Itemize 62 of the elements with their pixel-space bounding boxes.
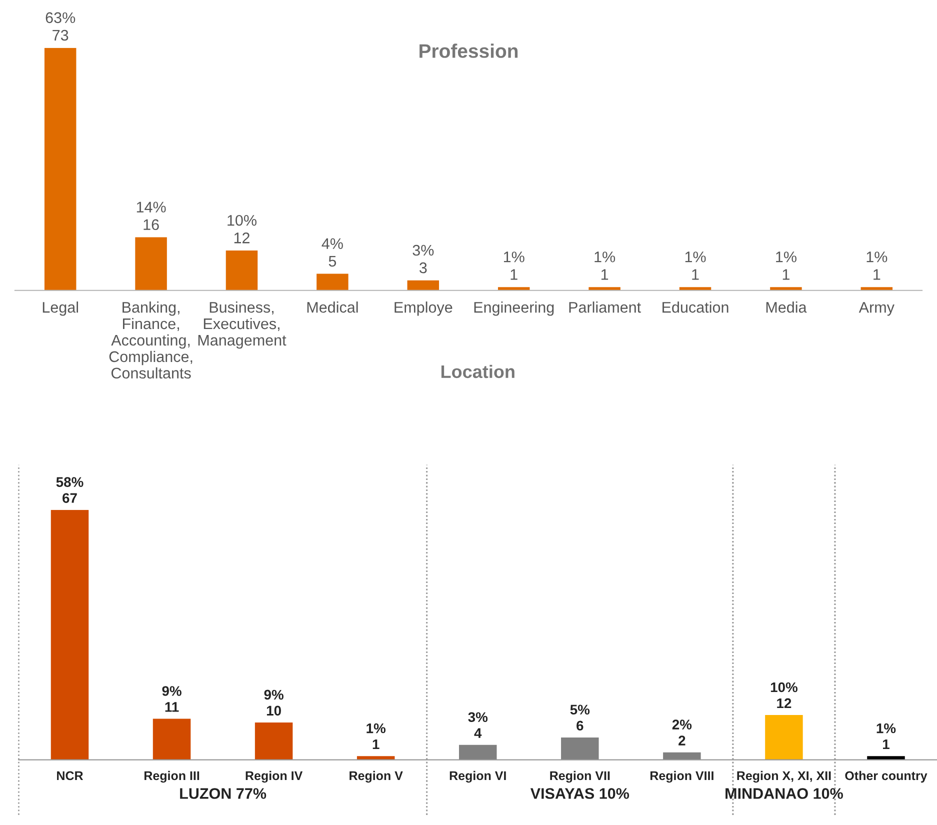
x-tick-label: Employe <box>394 302 452 316</box>
data-label: 3% 3 <box>412 244 434 274</box>
x-tick-label: Media <box>766 302 807 313</box>
data-label: 58% 67 <box>56 477 84 503</box>
bar <box>770 287 802 290</box>
x-tick-label: Region VI <box>450 770 506 783</box>
x-tick-label: Banking, Finance, Accounting, Compliance, Consultants <box>109 302 192 379</box>
data-label: 1% 1 <box>776 252 796 280</box>
data-label: 1% 1 <box>876 723 896 750</box>
bar <box>226 250 258 290</box>
data-label: 4% 5 <box>322 238 343 267</box>
data-label: 14% 16 <box>136 202 166 230</box>
bar <box>356 756 395 760</box>
bar <box>407 280 440 290</box>
data-label: 10% 12 <box>228 214 256 244</box>
x-tick-label: Legal <box>42 302 78 316</box>
data-label: 1% 1 <box>366 723 386 750</box>
x-tick-label: Other country <box>845 770 928 783</box>
x-tick-label: Region X, XI, XII <box>737 770 831 783</box>
data-label: 2% 2 <box>672 720 692 746</box>
x-tick-label: Business, Executives, Management <box>198 302 286 349</box>
bar <box>679 287 712 290</box>
x-tick-label: Region III <box>144 770 200 783</box>
bar <box>135 237 167 290</box>
chart-title: Profession <box>420 44 518 58</box>
x-tick-label: NCR <box>57 771 84 780</box>
x-tick-label: Medical <box>307 302 358 313</box>
x-tick-label: Region VII <box>550 770 610 783</box>
data-label: 9% 11 <box>162 686 182 712</box>
bar <box>860 287 893 290</box>
chart-title: Location <box>441 364 514 378</box>
x-tick-label: Region IV <box>246 770 303 783</box>
bar <box>254 722 293 760</box>
data-label: 1% 1 <box>866 252 888 280</box>
bar <box>44 48 76 290</box>
x-tick-label: Army <box>858 302 894 316</box>
x-tick-label: Region VIII <box>650 770 714 783</box>
bar <box>152 718 191 760</box>
data-label: 1% 1 <box>685 252 706 280</box>
bar <box>867 756 905 760</box>
bar <box>316 274 348 290</box>
data-label: 1% 1 <box>594 252 616 280</box>
text: LUZON 77% <box>180 788 266 799</box>
bar <box>765 715 803 760</box>
bar <box>663 752 701 760</box>
x-tick-label: Education <box>662 302 728 313</box>
text: VISAYAS 10% <box>530 788 630 799</box>
x-tick-label: Region V <box>350 770 403 783</box>
text: MINDANAO 10% <box>726 788 843 799</box>
data-label: 10% 12 <box>770 682 798 708</box>
data-label: 1% 1 <box>504 252 524 280</box>
bar <box>588 287 620 290</box>
bar <box>561 737 599 760</box>
x-tick-label: Engineering <box>474 302 554 316</box>
bar <box>458 744 497 760</box>
x-tick-label: Parliament <box>569 302 641 313</box>
data-label: 3% 4 <box>468 712 488 738</box>
data-label: 9% 10 <box>264 690 284 716</box>
data-label: 5% 6 <box>570 704 590 731</box>
data-label: 63% 73 <box>46 12 76 41</box>
bar <box>50 510 89 760</box>
bar <box>498 287 530 290</box>
